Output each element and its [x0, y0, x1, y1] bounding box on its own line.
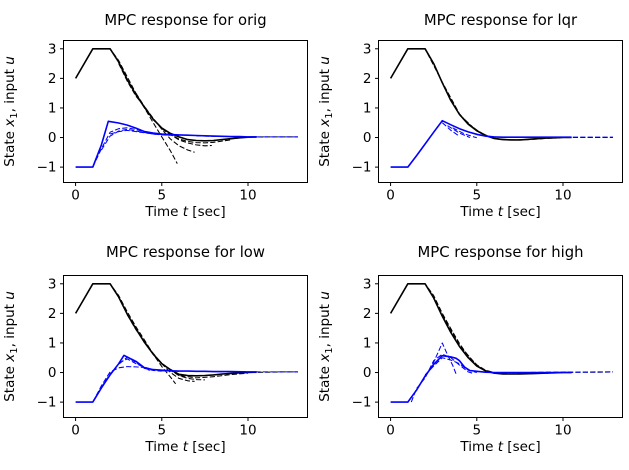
y-tick-label: 1 — [363, 100, 372, 116]
x-axis-label: Time t [sec] — [144, 439, 225, 455]
state-prediction-1-line — [407, 283, 495, 374]
y-tick-label: −1 — [352, 160, 372, 176]
input-prediction-1-line — [424, 342, 457, 378]
y-tick-label: 1 — [363, 335, 372, 351]
x-tick-label: 5 — [472, 423, 481, 439]
state-prediction-tail-line — [213, 371, 298, 376]
state-prediction-3-line — [144, 341, 205, 381]
input-prediction-3-line — [109, 129, 180, 137]
subplot-title: MPC response for high — [418, 244, 584, 261]
x-axis-label: Time t [sec] — [459, 439, 540, 455]
x-tick-label: 0 — [71, 423, 80, 439]
state-prediction-4-line — [161, 128, 231, 144]
input-prediction-1-line — [92, 127, 162, 168]
x-tick-label: 0 — [386, 423, 395, 439]
y-tick-label: 2 — [363, 306, 372, 322]
x-tick-label: 5 — [472, 188, 481, 204]
y-tick-label: 0 — [363, 130, 372, 146]
y-axis-label: State x1, input u — [2, 291, 20, 402]
y-tick-label: 2 — [48, 306, 57, 322]
x-tick-label: 10 — [554, 188, 571, 204]
state-prediction-1-line — [92, 283, 177, 385]
state-prediction-1-line — [407, 48, 512, 141]
input-prediction-2-line — [447, 125, 471, 138]
state-prediction-2-line — [441, 314, 529, 375]
state-closed-loop-line — [389, 282, 572, 375]
y-tick-label: 3 — [363, 276, 372, 292]
input-prediction-3-line — [452, 127, 477, 139]
y-tick-label: 2 — [363, 71, 372, 87]
y-axis-label: State x1, input u — [317, 291, 335, 402]
y-tick-label: 1 — [48, 335, 57, 351]
x-tick-label: 10 — [239, 423, 256, 439]
state-closed-loop-line — [389, 47, 572, 141]
input-closed-loop-line — [75, 354, 257, 403]
y-tick-label: 3 — [48, 276, 57, 292]
x-axis-label: Time t [sec] — [144, 204, 225, 220]
y-tick-label: −1 — [352, 395, 372, 411]
input-prediction-2-line — [410, 353, 474, 403]
x-tick-label: 0 — [386, 188, 395, 204]
y-tick-label: −1 — [37, 160, 57, 176]
y-tick-label: 2 — [48, 71, 57, 87]
subplot-orig: MPC response for orig 0 5 10 3 2 1 0 −1 Time t [… — [0, 0, 315, 235]
y-tick-label: 0 — [363, 365, 372, 381]
state-prediction-2-line — [459, 114, 562, 141]
axes-frame — [378, 40, 623, 183]
x-tick-label: 10 — [554, 423, 571, 439]
y-tick-label: 1 — [48, 100, 57, 116]
y-tick-label: 3 — [48, 41, 57, 57]
y-axis-label: State x1, input u — [2, 56, 20, 167]
axes-frame — [378, 275, 623, 418]
subplot-title: MPC response for lqr — [424, 12, 578, 29]
y-tick-label: 0 — [48, 130, 57, 146]
axes-frame — [63, 275, 308, 418]
y-axis-label: State x1, input u — [317, 56, 335, 167]
subplot-lqr: MPC response for lqr 0 5 10 3 2 1 0 −1 Time t [s… — [315, 0, 629, 235]
subplot-title: MPC response for low — [106, 244, 265, 261]
input-closed-loop-line — [75, 120, 257, 168]
state-prediction-3-line — [135, 92, 212, 147]
state-prediction-2-line — [118, 63, 195, 153]
subplot-low: MPC response for low 0 5 10 3 2 1 0 −1 Time t [s… — [0, 235, 315, 470]
x-tick-label: 0 — [71, 188, 80, 204]
y-tick-label: 3 — [363, 41, 372, 57]
input-closed-loop-line — [390, 119, 572, 168]
y-tick-label: −1 — [37, 395, 57, 411]
input-closed-loop-line — [390, 354, 572, 403]
x-axis-label: Time t [sec] — [459, 204, 540, 220]
y-tick-label: 0 — [48, 365, 57, 381]
input-prediction-1-line — [92, 366, 150, 403]
state-prediction-tail-line — [213, 136, 298, 142]
x-tick-label: 5 — [157, 188, 166, 204]
state-prediction-1-line — [92, 48, 178, 164]
x-tick-label: 10 — [239, 188, 256, 204]
subplot-title: MPC response for orig — [104, 12, 266, 29]
axes-frame — [63, 40, 308, 183]
x-tick-label: 5 — [157, 423, 166, 439]
input-prediction-2-line — [100, 128, 171, 151]
state-closed-loop-line — [74, 282, 257, 377]
state-closed-loop-line — [74, 47, 257, 142]
input-prediction-1-line — [441, 122, 460, 137]
subplot-high: MPC response for high 0 5 10 3 2 1 0 −1 Time t [… — [315, 235, 629, 470]
